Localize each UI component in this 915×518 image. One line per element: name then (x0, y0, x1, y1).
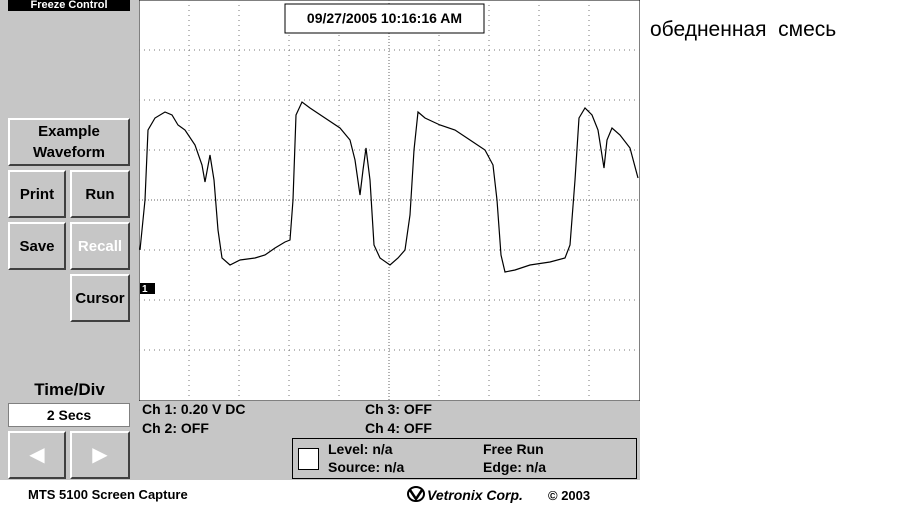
copyright: © 2003 (548, 488, 591, 503)
trigger-box: Level: n/a Source: n/a Free Run Edge: n/… (292, 438, 637, 479)
ch4-status: Ch 4: OFF (365, 420, 432, 436)
scope-display: 1 09/27/2005 10:16:16 AM (139, 0, 640, 401)
level-status: Level: n/a (328, 441, 393, 457)
edge-status: Edge: n/a (483, 459, 547, 475)
cursor-button[interactable]: Cursor (70, 274, 130, 322)
time-div-label: Time/Div (34, 380, 105, 399)
save-button[interactable]: Save (8, 222, 66, 270)
timestamp-box (284, 3, 485, 34)
run-button[interactable]: Run (70, 170, 130, 218)
mode-status: Free Run (483, 441, 544, 457)
annotation: обедненная смесь (650, 18, 837, 41)
channel-marker: 1 (142, 284, 148, 295)
ch2-status: Ch 2: OFF (142, 420, 209, 436)
source-status: Source: n/a (328, 459, 405, 475)
print-button[interactable]: Print (8, 170, 66, 218)
right-arrow-button[interactable]: ▶ (70, 431, 130, 479)
recall-button: Recall (70, 222, 130, 270)
control-panel: Freeze Control Example Waveform Print Ru… (0, 0, 139, 480)
timestamp: 09/27/2005 10:16:16 AM (307, 10, 462, 26)
brand: Vetronix Corp. (427, 487, 523, 503)
trigger-indicator (298, 448, 319, 470)
ch1-status: Ch 1: 0.20 V DC (142, 401, 246, 417)
channel-marker-box (140, 283, 155, 294)
footer-left: MTS 5100 Screen Capture (28, 487, 188, 502)
panel-title: Freeze Control (8, 0, 130, 11)
example-waveform-button[interactable]: Example Waveform (8, 118, 130, 166)
waveform (139, 101, 639, 273)
brand-logo (407, 486, 425, 502)
ch3-status: Ch 3: OFF (365, 401, 432, 417)
status-bar: Ch 1: 0.20 V DC Ch 2: OFF Ch 3: OFF Ch 4… (139, 401, 640, 480)
left-arrow-button[interactable]: ◀ (8, 431, 66, 479)
time-div-value: 2 Secs (8, 403, 130, 427)
